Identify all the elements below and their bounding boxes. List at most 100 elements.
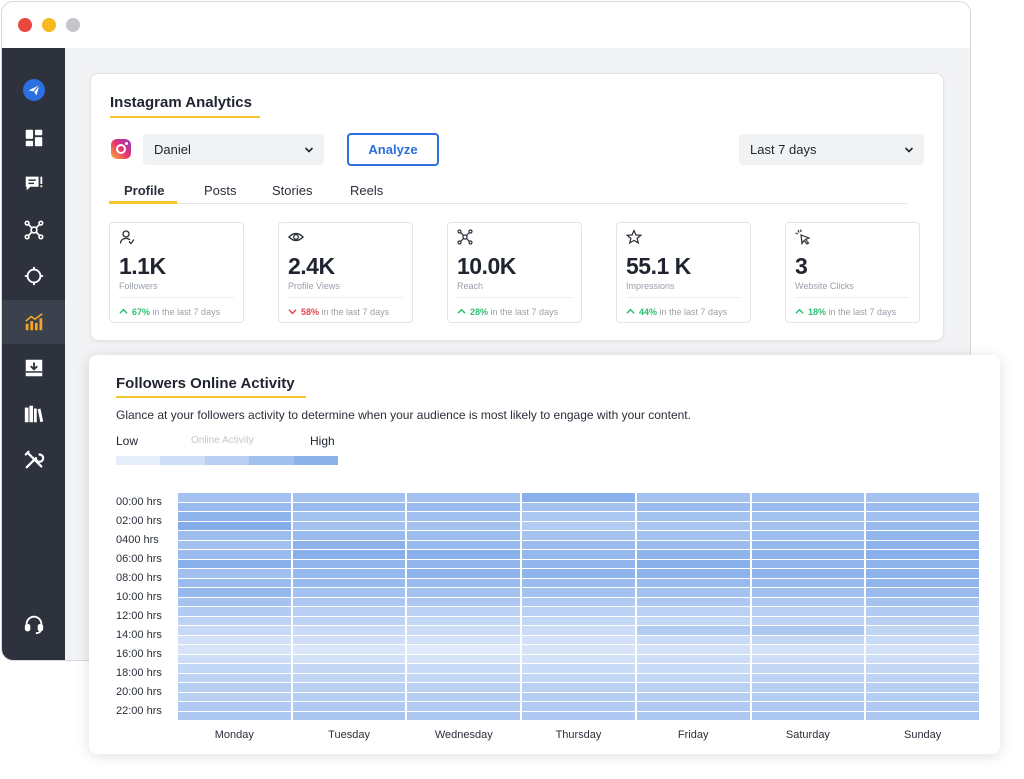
heatmap-cell[interactable] bbox=[636, 654, 750, 663]
analyze-button[interactable]: Analyze bbox=[347, 133, 439, 166]
heatmap-cell[interactable] bbox=[292, 626, 406, 635]
heatmap-cell[interactable] bbox=[407, 664, 521, 673]
heatmap-cell[interactable] bbox=[292, 683, 406, 692]
heatmap-cell[interactable] bbox=[407, 683, 521, 692]
heatmap-cell[interactable] bbox=[866, 578, 979, 587]
heatmap-cell[interactable] bbox=[292, 616, 406, 625]
heatmap-cell[interactable] bbox=[866, 588, 979, 597]
heatmap-cell[interactable] bbox=[522, 588, 635, 597]
heatmap-cell[interactable] bbox=[522, 597, 635, 606]
sidebar-item-network[interactable] bbox=[2, 208, 65, 252]
sidebar-item-library[interactable] bbox=[2, 392, 65, 436]
heatmap-cell[interactable] bbox=[178, 502, 291, 511]
heatmap-cell[interactable] bbox=[636, 673, 750, 682]
heatmap-cell[interactable] bbox=[292, 540, 406, 549]
heatmap-cell[interactable] bbox=[751, 540, 865, 549]
heatmap-cell[interactable] bbox=[636, 683, 750, 692]
heatmap-cell[interactable] bbox=[292, 664, 406, 673]
heatmap-cell[interactable] bbox=[636, 588, 750, 597]
heatmap-cell[interactable] bbox=[751, 597, 865, 606]
heatmap-cell[interactable] bbox=[178, 521, 291, 530]
heatmap-cell[interactable] bbox=[751, 512, 865, 521]
heatmap-cell[interactable] bbox=[522, 569, 635, 578]
heatmap-cell[interactable] bbox=[866, 502, 979, 511]
heatmap-cell[interactable] bbox=[522, 540, 635, 549]
heatmap-cell[interactable] bbox=[407, 493, 521, 502]
heatmap-cell[interactable] bbox=[522, 645, 635, 654]
heatmap-cell[interactable] bbox=[751, 702, 865, 711]
heatmap-cell[interactable] bbox=[292, 597, 406, 606]
heatmap-cell[interactable] bbox=[178, 550, 291, 559]
account-select[interactable]: Daniel bbox=[143, 134, 324, 165]
heatmap-cell[interactable] bbox=[178, 626, 291, 635]
heatmap-cell[interactable] bbox=[522, 654, 635, 663]
heatmap-cell[interactable] bbox=[522, 673, 635, 682]
heatmap-cell[interactable] bbox=[636, 493, 750, 502]
heatmap-cell[interactable] bbox=[866, 597, 979, 606]
heatmap-cell[interactable] bbox=[636, 635, 750, 644]
heatmap-cell[interactable] bbox=[178, 654, 291, 663]
heatmap-cell[interactable] bbox=[751, 521, 865, 530]
heatmap-cell[interactable] bbox=[636, 521, 750, 530]
heatmap-cell[interactable] bbox=[292, 512, 406, 521]
heatmap-cell[interactable] bbox=[866, 616, 979, 625]
heatmap-cell[interactable] bbox=[407, 578, 521, 587]
heatmap-cell[interactable] bbox=[636, 531, 750, 540]
heatmap-cell[interactable] bbox=[178, 540, 291, 549]
heatmap-cell[interactable] bbox=[522, 626, 635, 635]
heatmap-cell[interactable] bbox=[636, 569, 750, 578]
heatmap-cell[interactable] bbox=[292, 673, 406, 682]
heatmap-cell[interactable] bbox=[866, 550, 979, 559]
close-window-button[interactable] bbox=[18, 18, 32, 32]
heatmap-cell[interactable] bbox=[522, 512, 635, 521]
heatmap-cell[interactable] bbox=[292, 578, 406, 587]
heatmap-cell[interactable] bbox=[751, 588, 865, 597]
heatmap-cell[interactable] bbox=[751, 692, 865, 701]
heatmap-cell[interactable] bbox=[751, 673, 865, 682]
heatmap-cell[interactable] bbox=[407, 569, 521, 578]
heatmap-cell[interactable] bbox=[636, 578, 750, 587]
heatmap-cell[interactable] bbox=[636, 664, 750, 673]
heatmap-cell[interactable] bbox=[636, 702, 750, 711]
heatmap-cell[interactable] bbox=[292, 711, 406, 720]
heatmap-cell[interactable] bbox=[407, 645, 521, 654]
heatmap-cell[interactable] bbox=[636, 540, 750, 549]
heatmap-cell[interactable] bbox=[866, 569, 979, 578]
metric-card-reach[interactable]: 10.0K Reach 28% in the last 7 days bbox=[447, 222, 582, 323]
heatmap-cell[interactable] bbox=[522, 559, 635, 568]
heatmap-cell[interactable] bbox=[866, 692, 979, 701]
heatmap-cell[interactable] bbox=[522, 607, 635, 616]
heatmap-cell[interactable] bbox=[866, 711, 979, 720]
heatmap-cell[interactable] bbox=[407, 673, 521, 682]
heatmap-cell[interactable] bbox=[292, 654, 406, 663]
heatmap-cell[interactable] bbox=[866, 512, 979, 521]
heatmap-cell[interactable] bbox=[636, 559, 750, 568]
heatmap-cell[interactable] bbox=[866, 607, 979, 616]
heatmap-cell[interactable] bbox=[751, 654, 865, 663]
heatmap-cell[interactable] bbox=[407, 550, 521, 559]
heatmap-cell[interactable] bbox=[292, 569, 406, 578]
heatmap-cell[interactable] bbox=[636, 607, 750, 616]
heatmap-cell[interactable] bbox=[292, 502, 406, 511]
heatmap-cell[interactable] bbox=[178, 645, 291, 654]
heatmap-cell[interactable] bbox=[636, 645, 750, 654]
minimize-window-button[interactable] bbox=[42, 18, 56, 32]
heatmap-cell[interactable] bbox=[751, 550, 865, 559]
heatmap-cell[interactable] bbox=[522, 550, 635, 559]
heatmap-cell[interactable] bbox=[866, 664, 979, 673]
heatmap-cell[interactable] bbox=[751, 711, 865, 720]
heatmap-cell[interactable] bbox=[522, 692, 635, 701]
heatmap-cell[interactable] bbox=[522, 493, 635, 502]
heatmap-cell[interactable] bbox=[751, 559, 865, 568]
heatmap-cell[interactable] bbox=[522, 502, 635, 511]
heatmap-cell[interactable] bbox=[866, 673, 979, 682]
tab-posts[interactable]: Posts bbox=[204, 183, 237, 198]
heatmap-cell[interactable] bbox=[178, 692, 291, 701]
heatmap-cell[interactable] bbox=[866, 521, 979, 530]
heatmap-cell[interactable] bbox=[636, 692, 750, 701]
date-range-select[interactable]: Last 7 days bbox=[739, 134, 924, 165]
heatmap-cell[interactable] bbox=[292, 588, 406, 597]
heatmap-cell[interactable] bbox=[751, 607, 865, 616]
heatmap-cell[interactable] bbox=[866, 702, 979, 711]
tab-stories[interactable]: Stories bbox=[272, 183, 313, 198]
